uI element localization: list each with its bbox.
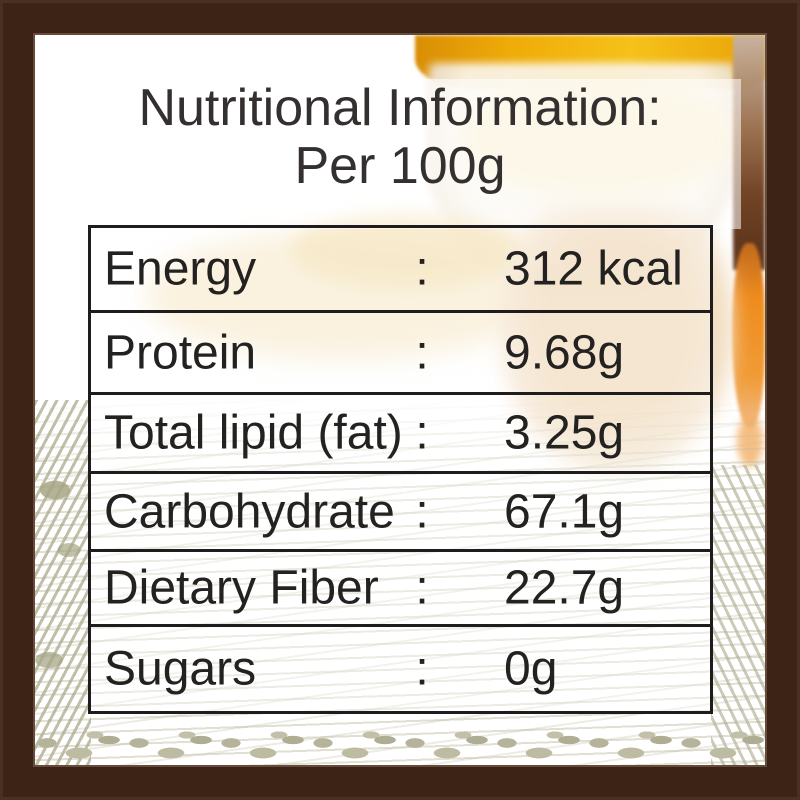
- nutrient-value: 9.68g: [504, 326, 625, 379]
- nutrient-value: 312 kcal: [504, 242, 683, 296]
- nutrient-name: Carbohydrate: [104, 485, 395, 538]
- colon-separator: :: [415, 642, 429, 696]
- nutrient-value: 67.1g: [504, 485, 625, 538]
- title-line-2: Per 100g: [294, 137, 506, 196]
- table-row-sugars: Sugars : 0g: [91, 624, 710, 711]
- colon-separator: :: [415, 485, 429, 538]
- nutrient-name: Total lipid (fat): [104, 406, 403, 460]
- nutrient-value: 22.7g: [504, 561, 625, 615]
- colon-separator: :: [415, 561, 429, 615]
- farm-field-illustration: [711, 465, 765, 765]
- colon-separator: :: [415, 406, 429, 460]
- table-row-protein: Protein : 9.68g: [91, 310, 710, 392]
- nutrient-value: 3.25g: [504, 406, 625, 460]
- farm-field-illustration: [35, 729, 765, 765]
- nutrient-name: Dietary Fiber: [104, 561, 379, 615]
- table-row-dietary-fiber: Dietary Fiber : 22.7g: [91, 549, 710, 624]
- colon-separator: :: [415, 326, 429, 379]
- nutrient-name: Energy: [104, 242, 257, 296]
- nutrient-name: Sugars: [104, 642, 257, 696]
- nutrition-label: Nutritional Information: Per 100g Energy…: [33, 33, 767, 767]
- nutrient-value: 0g: [504, 642, 558, 696]
- page-title: Nutritional Information: Per 100g: [35, 79, 765, 195]
- turmeric-root-photo: [737, 415, 763, 467]
- table-row-carbohydrate: Carbohydrate : 67.1g: [91, 471, 710, 549]
- title-line-1: Nutritional Information:: [138, 79, 662, 137]
- nutrient-name: Protein: [104, 326, 257, 379]
- colon-separator: :: [415, 242, 429, 296]
- nutrition-table: Energy : 312 kcal Protein : 9.68g Total …: [88, 225, 713, 714]
- turmeric-root-photo: [732, 243, 765, 428]
- table-row-energy: Energy : 312 kcal: [91, 228, 710, 310]
- table-row-total-lipid: Total lipid (fat) : 3.25g: [91, 392, 710, 471]
- farm-field-illustration: [35, 400, 91, 765]
